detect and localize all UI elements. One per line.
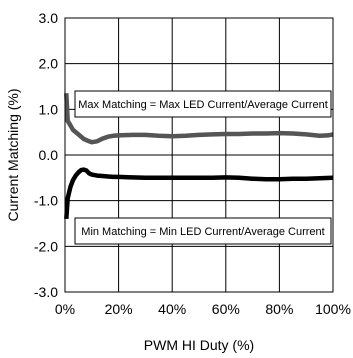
y-axis-label: Current Matching (%) bbox=[5, 88, 21, 221]
grid-lines bbox=[64, 17, 334, 293]
y-tick-labels: 3.0 2.0 1.0 0.0 -1.0 -2.0 -3.0 bbox=[34, 10, 58, 300]
x-tick-label: 60% bbox=[212, 301, 240, 317]
series-line-max bbox=[64, 93, 334, 145]
x-axis-label: PWM HI Duty (%) bbox=[144, 337, 254, 353]
x-tick-label: 100% bbox=[315, 301, 351, 317]
annotations-group: Max Matching = Max LED Current/Average C… bbox=[74, 90, 332, 245]
y-tick-label: -1.0 bbox=[34, 193, 58, 209]
annotation-text-max: Max Matching = Max LED Current/Average C… bbox=[78, 99, 328, 111]
y-tick-label: 2.0 bbox=[39, 56, 59, 72]
x-tick-label: 20% bbox=[105, 301, 133, 317]
x-tick-label: 40% bbox=[158, 301, 186, 317]
y-tick-label: 3.0 bbox=[39, 10, 59, 26]
y-tick-label: -3.0 bbox=[34, 284, 58, 300]
y-tick-label: 1.0 bbox=[39, 101, 59, 117]
y-tick-label: 0.0 bbox=[39, 147, 59, 163]
y-tick-label: -2.0 bbox=[34, 238, 58, 254]
annotation-box-min bbox=[74, 217, 332, 245]
annotation-text-min: Min Matching = Min LED Current/Average C… bbox=[81, 226, 324, 238]
x-tick-label: 80% bbox=[265, 301, 293, 317]
series-group bbox=[64, 93, 334, 220]
x-tick-label: 0% bbox=[55, 301, 75, 317]
annotation-box-max bbox=[74, 90, 332, 118]
series-line-min bbox=[64, 167, 334, 220]
plot-frame bbox=[64, 17, 334, 293]
x-tick-labels: 0% 20% 40% 60% 80% 100% bbox=[55, 301, 351, 317]
